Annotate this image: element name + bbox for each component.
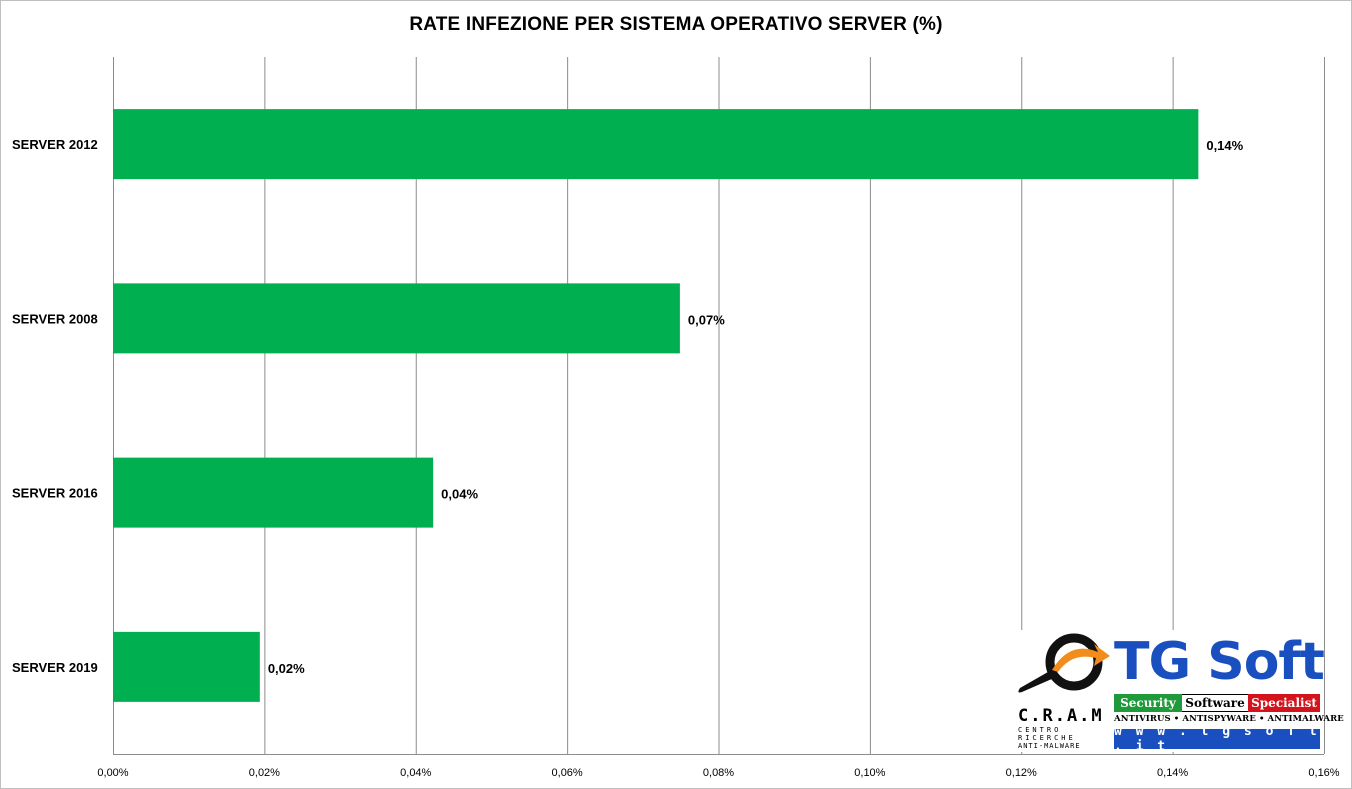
tgsoft-logo: TG Soft Security Software Specialist ANT… [1012,630,1344,754]
logo-tagline: ANTIVIRUS • ANTISPYWARE • ANTIMALWARE [1114,714,1344,724]
magnifier-logo-icon [1018,633,1110,693]
x-tick-label-6: 0,12% [1006,767,1037,779]
category-label-3: SERVER 2019 [12,660,98,675]
logo-band-security: Security [1114,694,1182,712]
logo-cram-sub1: CENTRO [1018,726,1062,734]
logo-brand: TG Soft [1114,632,1325,692]
logo-cram-sub3: ANTI-MALWARE [1018,742,1081,750]
x-tick-label-1: 0,02% [249,767,280,779]
logo-band-software: Software [1182,694,1248,712]
data-label-0: 0,14% [1206,138,1243,153]
logo-band: Security Software Specialist [1114,694,1320,712]
bar-1 [113,283,680,354]
x-tick-label-8: 0,16% [1308,767,1339,779]
x-tick-label-0: 0,00% [97,767,128,779]
logo-website: w w w . t g s o f t . i t [1114,724,1320,754]
data-label-3: 0,02% [268,661,305,676]
logo-cram: C.R.A.M [1018,706,1104,726]
x-tick-label-7: 0,14% [1157,767,1188,779]
bar-3 [113,631,260,702]
data-label-1: 0,07% [688,312,725,327]
logo-cram-sub2: RICERCHE [1018,734,1076,742]
bar-2 [113,457,434,528]
x-tick-label-3: 0,06% [552,767,583,779]
x-tick-label-4: 0,08% [703,767,734,779]
bar-0 [113,109,1199,180]
category-label-1: SERVER 2008 [12,311,98,326]
category-label-2: SERVER 2016 [12,486,98,501]
logo-band-specialist: Specialist [1248,694,1320,712]
category-label-0: SERVER 2012 [12,137,98,152]
data-label-2: 0,04% [441,487,478,502]
x-tick-label-5: 0,10% [854,767,885,779]
chart-title: RATE INFEZIONE PER SISTEMA OPERATIVO SER… [409,14,943,35]
x-tick-label-2: 0,04% [400,767,431,779]
